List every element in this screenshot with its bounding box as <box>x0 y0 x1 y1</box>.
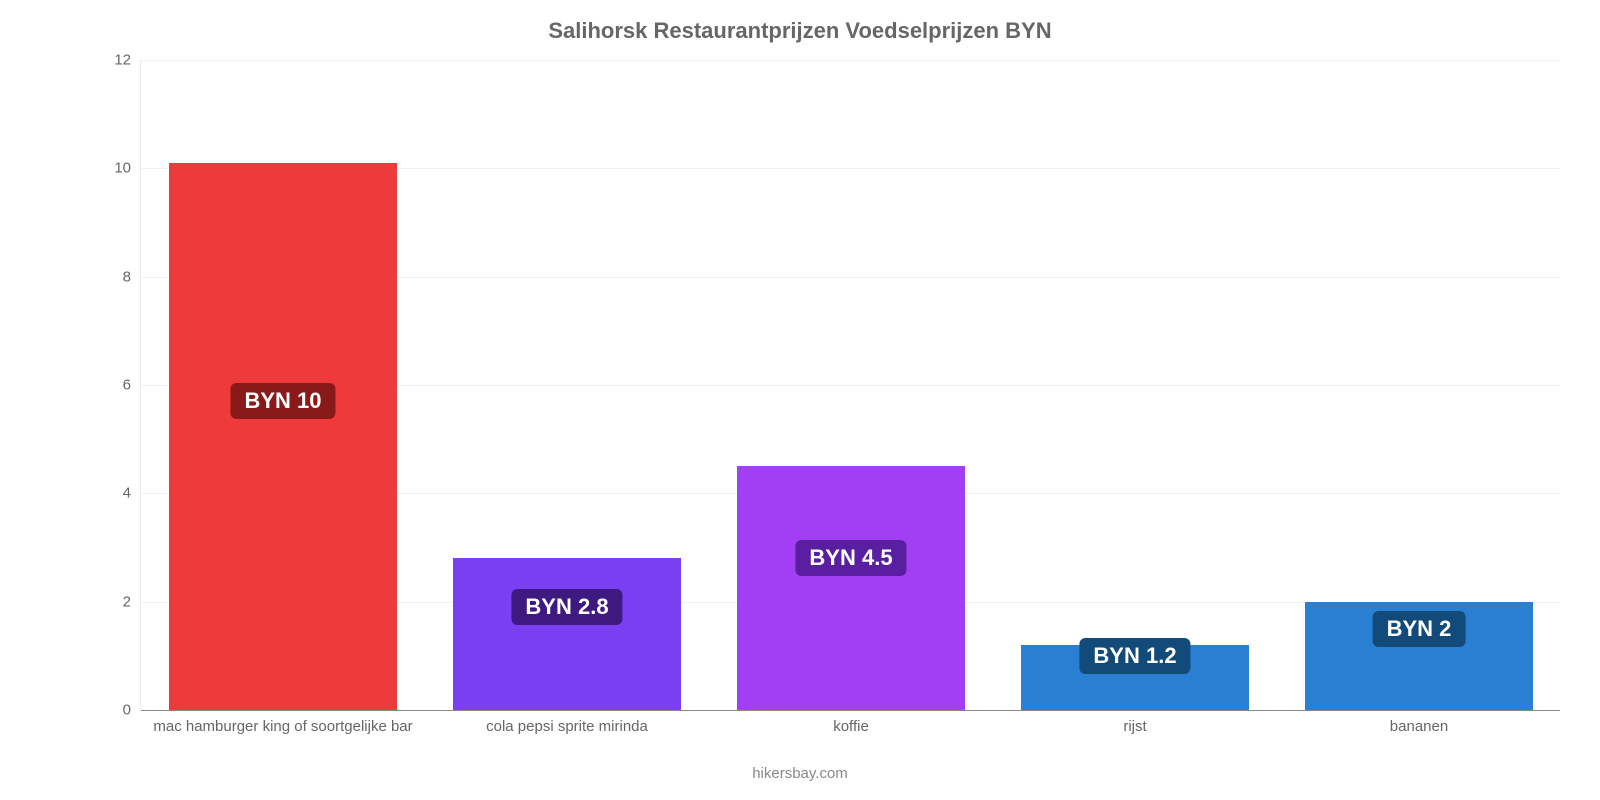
value-badge: BYN 2.8 <box>511 589 622 625</box>
value-badge: BYN 4.5 <box>795 540 906 576</box>
y-tick-label: 0 <box>123 702 141 719</box>
price-bar-chart: Salihorsk Restaurantprijzen Voedselprijz… <box>0 0 1600 800</box>
value-badge: BYN 10 <box>230 383 335 419</box>
chart-title: Salihorsk Restaurantprijzen Voedselprijz… <box>0 18 1600 44</box>
y-tick-label: 2 <box>123 593 141 610</box>
y-tick-label: 12 <box>114 52 141 69</box>
x-tick-label: cola pepsi sprite mirinda <box>486 710 648 735</box>
y-tick-label: 8 <box>123 268 141 285</box>
bar <box>453 558 680 710</box>
plot-area: 024681012mac hamburger king of soortgeli… <box>140 60 1560 710</box>
y-tick-label: 10 <box>114 160 141 177</box>
attribution-text: hikersbay.com <box>0 765 1600 782</box>
y-tick-label: 6 <box>123 377 141 394</box>
x-tick-label: rijst <box>1123 710 1146 735</box>
value-badge: BYN 2 <box>1373 611 1466 647</box>
y-tick-label: 4 <box>123 485 141 502</box>
bar <box>169 163 396 710</box>
gridline <box>141 60 1560 61</box>
value-badge: BYN 1.2 <box>1079 638 1190 674</box>
x-tick-label: mac hamburger king of soortgelijke bar <box>153 710 412 735</box>
x-tick-label: bananen <box>1390 710 1448 735</box>
x-tick-label: koffie <box>833 710 869 735</box>
bar <box>737 466 964 710</box>
